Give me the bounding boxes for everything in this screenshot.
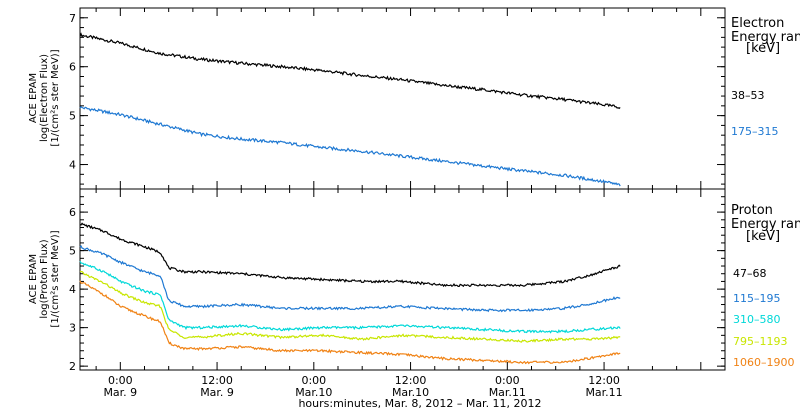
proton-series-line	[79, 280, 621, 365]
x-tick-date-label: Mar.10	[392, 386, 429, 399]
proton-y-tick-label: 2	[69, 360, 76, 373]
proton-legend-item-4: 795–1193	[733, 335, 788, 348]
proton-series-line	[79, 222, 621, 288]
electron-series-line	[79, 105, 621, 187]
x-tick-time-label: 12:00	[201, 374, 233, 387]
proton-series-line	[79, 270, 621, 343]
proton-series-line	[79, 260, 621, 334]
electron-y-tick-label: 5	[69, 110, 76, 123]
proton-ylabel-line-1: ACE EPAM	[28, 254, 39, 304]
electron-legend-title-line-2: Energy ranges	[731, 30, 800, 45]
electron-legend-title-line-3: [keV]	[746, 41, 780, 56]
electron-panel: 4 5 6 7 ACE EPAM log(Electron Flux) [1/(cm²…	[28, 7, 800, 190]
proton-plot-frame	[79, 188, 726, 371]
electron-legend-item-2: 175–315	[731, 125, 779, 138]
proton-legend-item-3: 310–580	[733, 313, 781, 326]
electron-x-ticks	[95, 8, 726, 189]
x-tick-date-label: Mar. 9	[103, 386, 137, 399]
electron-y-ticks: 4 5 6 7	[69, 7, 725, 185]
x-tick-date-label: Mar. 9	[200, 386, 234, 399]
electron-legend-title-line-1: Electron	[731, 16, 784, 31]
x-tick-time-label: 12:00	[588, 374, 620, 387]
electron-plot-frame	[79, 7, 726, 190]
proton-legend-item-1: 47–68	[733, 267, 767, 280]
electron-series-line	[79, 32, 621, 110]
proton-ylabel-line-3: [1/(cm²s ster MeV)]	[50, 230, 61, 327]
proton-legend-title-line-1: Proton	[731, 203, 773, 218]
proton-ylabel-line-2: log(Proton Flux)	[39, 239, 50, 318]
electron-ylabel-line-3: [1/(cm²s ster MeV)]	[50, 49, 61, 146]
proton-series	[79, 222, 621, 365]
electron-y-tick-label: 7	[69, 12, 76, 25]
x-tick-time-label: 0:00	[301, 374, 326, 387]
proton-legend-item-5: 1060–1900	[733, 356, 795, 369]
x-tick-date-label: Mar.11	[585, 386, 622, 399]
proton-x-ticks	[95, 189, 726, 370]
electron-legend-item-1: 38–53	[731, 89, 765, 102]
electron-y-tick-label: 6	[69, 61, 76, 74]
electron-ylabel-line-2: log(Electron Flux)	[39, 54, 50, 142]
x-tick-time-label: 0:00	[108, 374, 133, 387]
electron-y-tick-label: 4	[69, 159, 76, 172]
electron-series	[79, 32, 621, 187]
x-axis-label: hours:minutes, Mar. 8, 2012 – Mar. 11, 2…	[298, 397, 541, 410]
proton-y-tick-label: 4	[69, 283, 76, 296]
proton-y-tick-label: 3	[69, 322, 76, 335]
proton-legend-title-line-3: [keV]	[746, 229, 780, 244]
proton-panel: 2 3 4 5 6 ACE EPAM log(Proton Flux) [1/(cm²s…	[28, 188, 800, 373]
x-tick-time-label: 0:00	[495, 374, 520, 387]
proton-y-tick-label: 6	[69, 206, 76, 219]
x-tick-date-label: Mar.11	[489, 386, 526, 399]
proton-legend-title-line-2: Energy ranges	[731, 217, 800, 232]
x-tick-time-label: 12:00	[395, 374, 427, 387]
proton-legend-item-2: 115–195	[733, 292, 781, 305]
electron-ylabel-line-1: ACE EPAM	[28, 73, 39, 123]
x-tick-date-label: Mar.10	[295, 386, 332, 399]
proton-y-ticks: 2 3 4 5 6	[69, 188, 725, 373]
proton-y-tick-label: 5	[69, 245, 76, 258]
proton-series-line	[79, 244, 621, 313]
